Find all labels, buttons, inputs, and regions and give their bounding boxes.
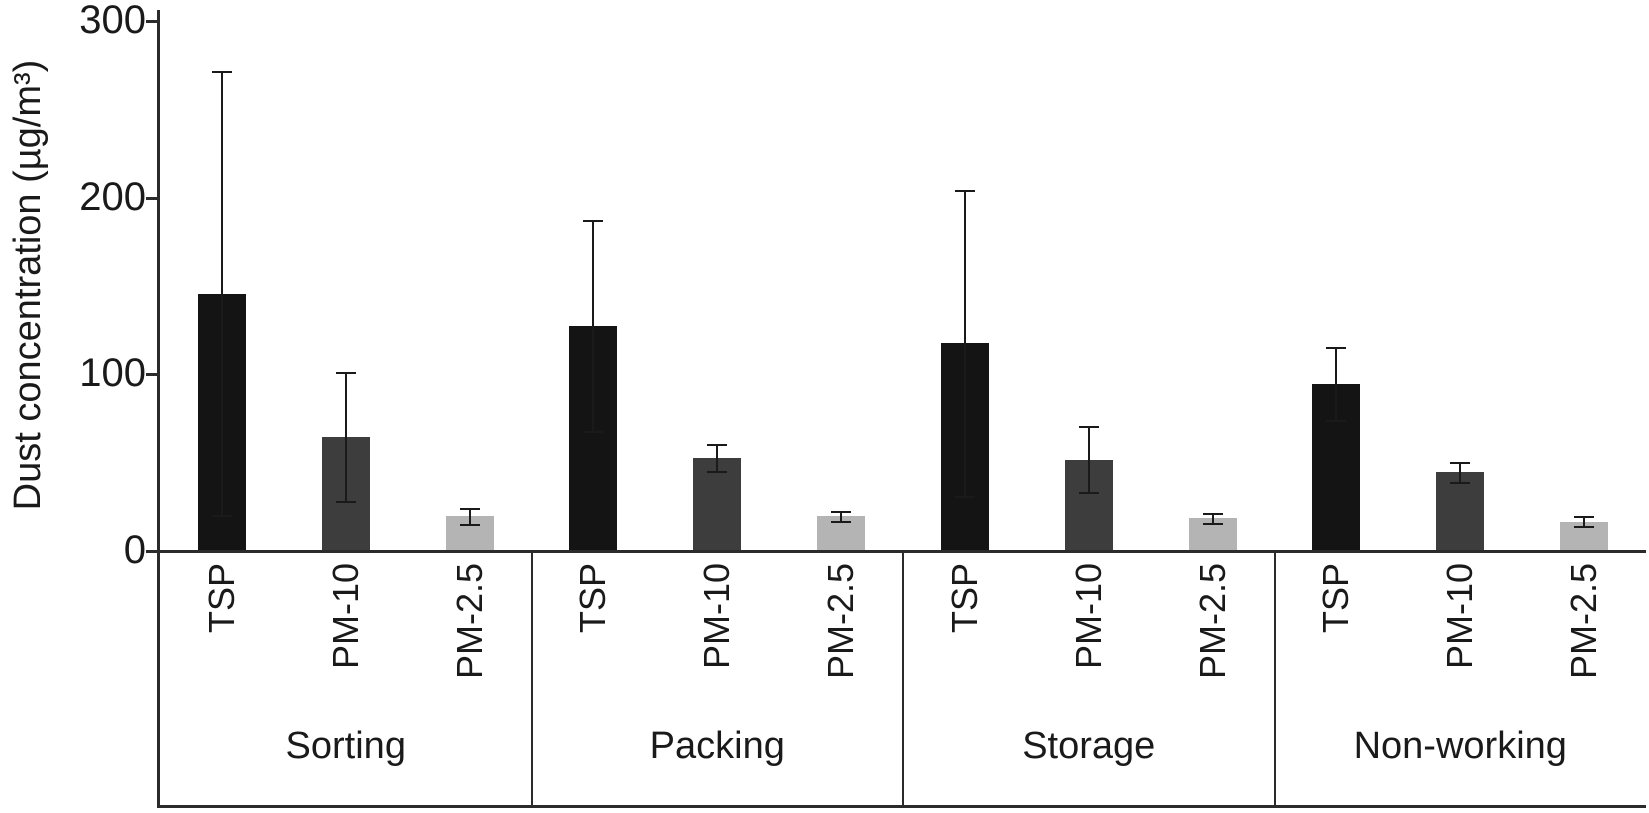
error-bar-cap-top bbox=[954, 189, 975, 192]
group-separator-line bbox=[530, 550, 533, 808]
group-label: Storage bbox=[1022, 725, 1156, 767]
error-bar-cap-bottom bbox=[1450, 481, 1471, 484]
error-bar-cap-top bbox=[831, 511, 852, 514]
error-bar-cap-top bbox=[211, 71, 232, 74]
error-bar-line bbox=[840, 511, 843, 522]
bottom-border-line bbox=[157, 805, 1646, 808]
error-bar-cap-top bbox=[1574, 516, 1595, 519]
error-bar-cap-bottom bbox=[831, 520, 852, 523]
bar bbox=[693, 458, 742, 550]
error-bar-cap-bottom bbox=[954, 496, 975, 498]
group-label: Sorting bbox=[285, 725, 406, 767]
error-bar-cap-bottom bbox=[1574, 526, 1595, 529]
error-bar-cap-top bbox=[1078, 426, 1099, 429]
bar-category-label: PM-10 bbox=[1067, 563, 1109, 670]
error-bar-cap-top bbox=[335, 371, 356, 374]
bar-category-label: PM-2.5 bbox=[820, 563, 862, 680]
bar-category-label: PM-10 bbox=[696, 563, 738, 670]
error-bar-cap-top bbox=[1450, 461, 1471, 464]
error-bar-cap-bottom bbox=[707, 471, 728, 474]
error-bar-cap-top bbox=[1326, 346, 1347, 349]
group-label: Non-working bbox=[1353, 725, 1567, 767]
error-bar-line bbox=[1087, 426, 1090, 494]
y-axis-title: Dust concentration (µg/m³) bbox=[7, 59, 49, 511]
group-separator-line bbox=[902, 550, 904, 808]
bar-category-label: PM-10 bbox=[1439, 563, 1481, 670]
group-label: Packing bbox=[649, 725, 785, 767]
error-bar-cap-bottom bbox=[1326, 420, 1347, 423]
y-axis-tick-mark bbox=[146, 373, 157, 377]
error-bar-line bbox=[592, 219, 595, 432]
y-axis-tick-label: 300 bbox=[79, 0, 146, 42]
error-bar-line bbox=[1335, 346, 1338, 422]
y-axis-tick-label: 200 bbox=[79, 174, 146, 219]
error-bar-cap-top bbox=[707, 444, 728, 446]
bar-category-label: PM-2.5 bbox=[1563, 563, 1605, 680]
x-axis-line bbox=[157, 550, 1646, 553]
y-axis-tick-mark bbox=[146, 196, 157, 200]
error-bar-cap-top bbox=[1202, 512, 1223, 515]
bar bbox=[1436, 472, 1485, 550]
bar-category-label: PM-2.5 bbox=[448, 563, 490, 680]
y-axis-line bbox=[157, 10, 160, 808]
error-bar-line bbox=[1459, 461, 1462, 483]
bar-category-label: TSP bbox=[572, 563, 614, 634]
bar-category-label: PM-10 bbox=[324, 563, 366, 670]
y-axis-tick-label: 0 bbox=[123, 528, 146, 572]
error-bar-cap-bottom bbox=[1078, 492, 1099, 495]
error-bar-cap-bottom bbox=[1202, 522, 1223, 525]
error-bar-line bbox=[716, 444, 719, 473]
bar-category-label: TSP bbox=[200, 563, 242, 634]
error-bar-line bbox=[963, 189, 966, 497]
y-axis-tick-mark bbox=[146, 550, 157, 553]
error-bar-line bbox=[1583, 516, 1586, 528]
error-bar-cap-top bbox=[583, 219, 604, 222]
error-bar-line bbox=[468, 507, 471, 526]
bar-category-label: TSP bbox=[943, 563, 985, 634]
error-bar-cap-bottom bbox=[211, 515, 232, 518]
error-bar-cap-bottom bbox=[335, 501, 356, 504]
error-bar-line bbox=[1211, 512, 1214, 524]
group-separator-line bbox=[1273, 550, 1276, 808]
y-axis-tick-label: 100 bbox=[79, 351, 146, 396]
error-bar-line bbox=[344, 371, 347, 503]
error-bar-line bbox=[220, 71, 223, 517]
error-bar-cap-bottom bbox=[459, 524, 480, 527]
bar-category-label: PM-2.5 bbox=[1191, 563, 1233, 680]
error-bar-cap-top bbox=[459, 507, 480, 510]
bar-category-label: TSP bbox=[1315, 563, 1357, 634]
y-axis-tick-mark bbox=[146, 20, 157, 23]
error-bar-cap-bottom bbox=[583, 430, 604, 433]
